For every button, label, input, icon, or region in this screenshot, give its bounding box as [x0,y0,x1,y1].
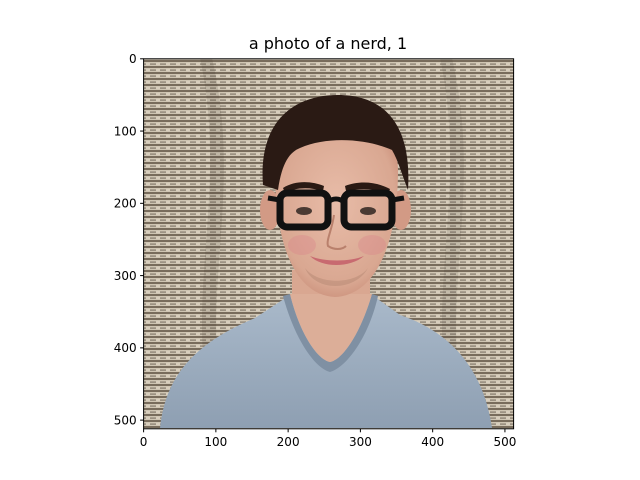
fabric-fold-shading-right [440,58,468,428]
axes-frame [143,58,515,430]
photo-image [143,58,514,429]
right-temple [391,195,405,203]
x-axis: 0 100 200 300 400 500 [140,428,516,449]
y-tick-label: 0 [129,52,137,66]
glasses-bridge [326,196,346,205]
left-lens-frame [276,189,332,231]
y-tick-label: 300 [114,269,137,283]
hair [262,95,409,190]
right-eye [360,207,376,215]
right-lens-frame [340,189,396,231]
y-axis: 0 100 200 300 400 500 [114,52,144,427]
right-cheek [358,235,386,255]
x-tick-label: 400 [421,435,444,449]
left-eye [296,207,312,215]
figure-title: a photo of a nerd, 1 [249,34,407,53]
glasses [267,189,405,231]
neck-collar-skin [290,294,372,362]
x-tick-label: 200 [277,435,300,449]
chin-stubble [305,268,368,286]
fabric-fold-shading [200,58,228,428]
y-tick-label: 100 [114,124,137,138]
left-eyebrow [283,182,324,193]
x-tick-label: 0 [140,435,148,449]
y-tick-label: 200 [114,197,137,211]
x-tick-label: 100 [204,435,227,449]
x-tick-label: 300 [349,435,372,449]
y-tick-label: 400 [114,341,137,355]
face [275,125,398,297]
left-cheek [288,235,316,255]
y-tick-label: 500 [114,413,137,427]
nose [326,214,347,250]
right-eyebrow [345,182,390,194]
left-temple [267,195,281,203]
x-tick-label: 500 [493,435,516,449]
shirt-collar [283,294,378,372]
mouth [310,256,364,265]
